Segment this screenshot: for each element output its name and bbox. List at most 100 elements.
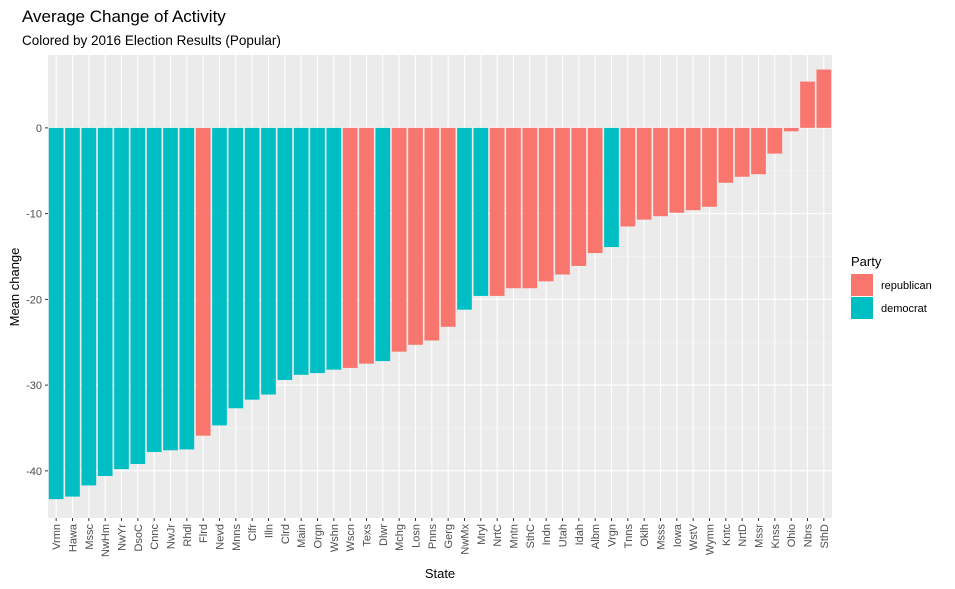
bar-iowa: [669, 127, 685, 213]
bar-losn: [408, 127, 423, 345]
x-tick-label: Wscn: [345, 524, 357, 552]
bar-sthc: [522, 127, 538, 289]
bar-wscn: [342, 127, 358, 368]
x-tick-label: Idah: [574, 524, 586, 545]
x-tick-label: Vrgn: [607, 524, 619, 547]
chart-subtitle: Colored by 2016 Election Results (Popula…: [22, 33, 281, 48]
bar-nwmx: [457, 127, 472, 310]
x-tick-label: Mchg: [394, 524, 406, 551]
bar-rhdl: [179, 127, 195, 450]
x-tick-label: Mnns: [231, 524, 243, 551]
bar-utah: [555, 127, 570, 275]
legend-swatch-republican: [851, 274, 873, 296]
bar-ohio: [783, 127, 799, 132]
bar-hawa: [65, 127, 80, 497]
x-tick-label: Hawa: [68, 523, 80, 552]
bar-wshn: [326, 127, 342, 370]
x-tick-label: DsoC: [133, 524, 145, 552]
x-tick-label: Nevd: [215, 524, 227, 550]
y-tick-label: -20: [26, 294, 42, 306]
bar-sthd: [816, 69, 832, 128]
x-tick-label: Pnns: [427, 524, 439, 550]
legend-label-republican: republican: [881, 280, 932, 292]
x-tick-label: Flrd: [198, 524, 210, 543]
x-tick-label: Clfr: [247, 524, 259, 541]
x-tick-label: Clrd: [280, 524, 292, 544]
x-tick-label: WstV: [688, 523, 700, 550]
bar-main: [293, 127, 309, 375]
x-tick-label: Kntc: [721, 524, 733, 547]
legend-swatch-democrat: [851, 297, 873, 319]
bar-cnnc: [146, 127, 162, 452]
x-axis-title: State: [425, 566, 455, 581]
legend-label-democrat: democrat: [881, 303, 927, 315]
x-tick-label: NwHm: [100, 524, 112, 557]
bar-indn: [538, 127, 554, 282]
x-tick-label: Tnns: [623, 524, 635, 549]
bar-wymn: [702, 127, 717, 207]
y-axis-title: Mean change: [7, 248, 22, 327]
bar-albm: [587, 127, 603, 254]
legend: Party republican democrat: [851, 254, 932, 319]
x-tick-label: Albm: [590, 524, 602, 549]
bar-nrtc: [489, 127, 505, 296]
x-tick-label: Utah: [558, 524, 570, 547]
x-tick-label: NwYr: [117, 524, 129, 551]
bar-idah: [571, 127, 587, 266]
x-tick-label: Dlwr: [378, 524, 390, 546]
x-tick-label: Ohio: [786, 524, 798, 547]
bar-mryl: [473, 127, 489, 296]
x-tick-label: Mssc: [84, 524, 96, 550]
x-axis: Vrmn Hawa Mssc NwHm NwYr DsoC Cnnc NwJr Rhdl Flrd…: [51, 518, 831, 557]
legend-title: Party: [851, 254, 882, 269]
bar-orgn: [310, 127, 325, 374]
x-tick-label: Main: [296, 524, 308, 548]
plot-panel: [48, 55, 832, 518]
bar-mssr: [751, 127, 766, 175]
x-tick-label: Mryl: [476, 524, 488, 545]
y-tick-label: 0: [36, 123, 42, 135]
x-tick-label: Knss: [770, 524, 782, 549]
bar-kntc: [718, 127, 734, 183]
y-tick-label: -30: [26, 380, 42, 392]
bar-nwjr: [163, 127, 178, 451]
bar-clrd: [277, 127, 293, 380]
y-tick-label: -10: [26, 209, 42, 221]
x-tick-label: Nbrs: [803, 524, 815, 548]
bar-dlwr: [375, 127, 391, 362]
bar-wstv: [685, 127, 701, 211]
bar-nwhm: [97, 127, 113, 476]
x-tick-label: Cnnc: [149, 524, 161, 550]
bar-pnns: [424, 127, 440, 341]
x-tick-label: Oklh: [639, 524, 651, 547]
bar-tnns: [620, 127, 636, 227]
bar-clfr: [244, 127, 260, 400]
x-tick-label: Wymn: [705, 524, 717, 555]
bars: [48, 69, 832, 500]
bar-knss: [767, 127, 783, 154]
bar-vrgn: [604, 127, 619, 248]
bar-vrmn: [48, 127, 64, 500]
x-tick-label: Wshn: [329, 524, 341, 552]
bar-nbrs: [800, 81, 815, 128]
bar-illn: [261, 127, 276, 395]
x-tick-label: NwJr: [166, 524, 178, 549]
x-tick-label: Rhdl: [182, 524, 194, 547]
x-tick-label: Iowa: [672, 523, 684, 547]
bar-mchg: [391, 127, 407, 352]
x-tick-label: NrtC: [492, 524, 504, 547]
bar-mntn: [506, 127, 521, 289]
x-tick-label: NrtD: [737, 524, 749, 547]
y-axis: 0 -10 -20 -30 -40: [26, 123, 48, 478]
x-tick-label: SthC: [525, 524, 537, 549]
x-tick-label: Mntn: [509, 524, 521, 548]
plot-background: [48, 55, 832, 518]
x-tick-label: Texs: [362, 524, 374, 547]
y-tick-label: -40: [26, 466, 42, 478]
x-tick-label: Mssr: [754, 524, 766, 548]
bar-oklh: [636, 127, 652, 220]
bar-flrd: [195, 127, 211, 436]
x-tick-label: Losn: [411, 524, 423, 548]
bar-nrtd: [734, 127, 750, 177]
